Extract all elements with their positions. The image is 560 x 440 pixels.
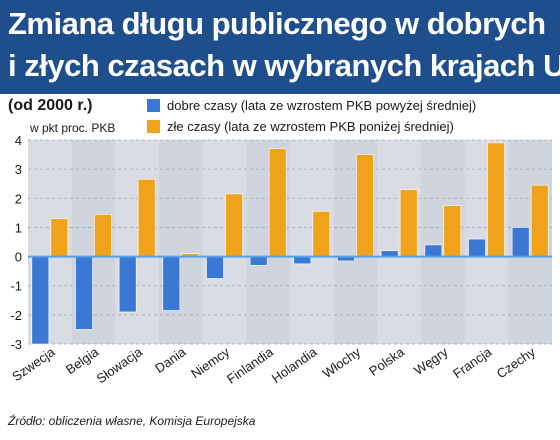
source-note: Źródło: obliczenia własne, Komisja Europ… xyxy=(8,414,256,428)
bar-good-times xyxy=(424,244,443,257)
y-tick-label: -3 xyxy=(10,337,22,352)
bar-bad-times xyxy=(487,142,505,257)
legend-label-bad-times: złe czasy (lata ze wzrostem PKB poniżej … xyxy=(167,119,454,134)
title-banner: Zmiana długu publicznego w dobrych i zły… xyxy=(0,0,560,94)
y-tick-label: 2 xyxy=(15,191,22,206)
bar-good-times xyxy=(31,256,50,345)
x-category-label: Czechy xyxy=(494,344,539,381)
x-category-label: Polska xyxy=(366,344,407,379)
y-tick-label: 4 xyxy=(15,133,22,148)
x-category-label: Finlandia xyxy=(224,344,276,387)
y-tick-label: 0 xyxy=(15,250,22,265)
x-category-label: Włochy xyxy=(320,344,364,381)
bar-bad-times xyxy=(50,218,69,257)
bar-bad-times xyxy=(225,193,243,257)
y-axis-unit-label: w pkt proc. PKB xyxy=(30,121,116,135)
x-category-label: Francja xyxy=(450,344,495,382)
y-tick-label: 3 xyxy=(15,162,22,177)
x-category-label: Dania xyxy=(152,344,189,376)
y-tick-label: -1 xyxy=(10,279,22,294)
bar-good-times xyxy=(511,227,530,257)
x-category-label: Holandia xyxy=(269,344,320,386)
bar-good-times xyxy=(118,256,137,313)
bar-good-times xyxy=(293,256,312,265)
column-band xyxy=(159,140,203,344)
y-tick-label: -2 xyxy=(10,308,22,323)
legend-swatch-good-times xyxy=(147,99,160,112)
x-category-label: Słowacja xyxy=(94,344,146,387)
legend-label-good-times: dobre czasy (lata ze wzrostem PKB powyże… xyxy=(167,98,477,113)
bar-bad-times xyxy=(399,189,418,257)
bar-good-times xyxy=(75,256,93,330)
legend-swatch-bad-times xyxy=(147,120,160,133)
bar-bad-times xyxy=(137,179,156,257)
y-tick-label: 1 xyxy=(15,220,22,235)
bar-good-times xyxy=(206,256,224,279)
bar-bad-times xyxy=(312,211,331,257)
chart-subtitle: (od 2000 r.) xyxy=(8,97,93,114)
bar-good-times xyxy=(162,256,181,311)
bar-bad-times xyxy=(356,154,374,257)
x-category-label: Węgry xyxy=(411,344,451,378)
chart-title-line-1: Zmiana długu publicznego w dobrych xyxy=(8,6,546,41)
bar-bad-times xyxy=(443,205,462,257)
bar-bad-times xyxy=(530,184,549,257)
bar-good-times xyxy=(249,256,268,266)
chart-title-line-2: i złych czasach w wybranych krajach UE xyxy=(8,48,560,83)
bar-good-times xyxy=(468,238,486,257)
bar-bad-times xyxy=(268,148,287,257)
bar-bad-times xyxy=(94,214,112,257)
